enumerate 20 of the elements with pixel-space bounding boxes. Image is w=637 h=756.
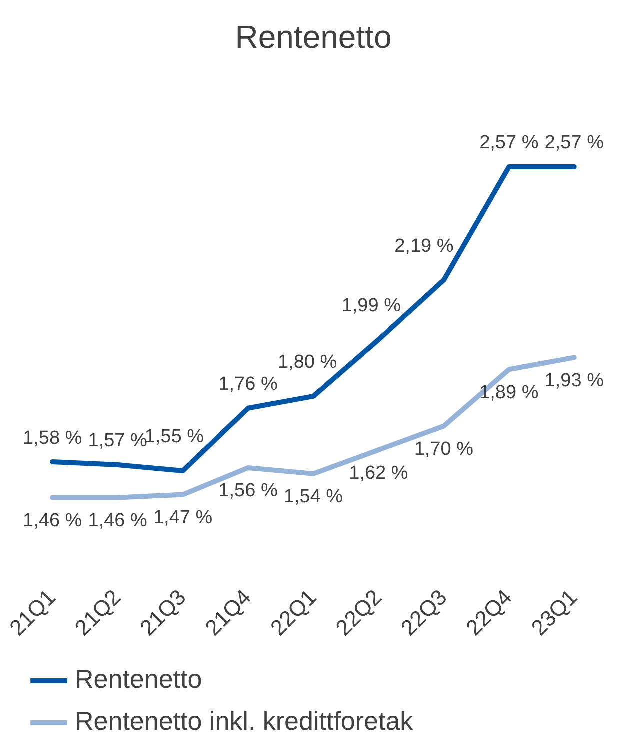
data-label: 2,19 % [394,236,454,257]
data-label: 1,80 % [278,352,338,374]
data-label: 1,89 % [480,382,539,404]
data-label: 2,57 % [544,132,604,154]
data-label: 1,46 % [88,510,148,532]
data-label: 1,99 % [342,296,402,317]
data-label: 2,57 % [480,132,539,154]
legend-label: Rentenetto [75,664,202,694]
data-label: 1,46 % [23,510,82,532]
data-label: 1,57 % [88,430,148,452]
data-label: 1,56 % [218,480,278,502]
legend-label: Rentenetto inkl. kredittforetak [75,706,414,736]
data-label: 1,76 % [218,374,278,396]
data-label: 1,47 % [153,508,213,529]
data-label: 1,93 % [544,370,604,392]
chart-title: Rentenetto [235,19,392,56]
data-label: 1,70 % [414,438,474,460]
data-label: 1,58 % [23,428,82,449]
data-label: 1,62 % [349,462,408,484]
data-label: 1,54 % [284,486,344,508]
